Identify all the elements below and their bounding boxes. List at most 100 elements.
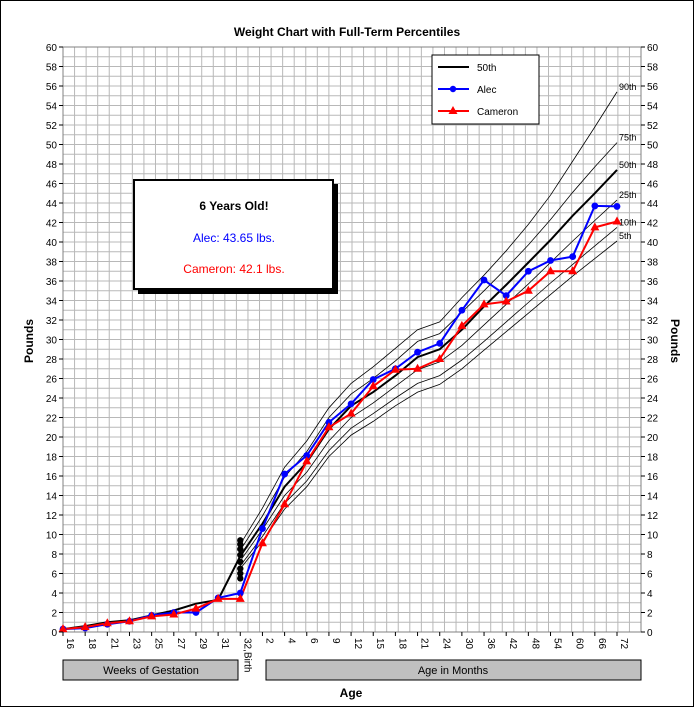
- chart-title: Weight Chart with Full-Term Percentiles: [234, 25, 461, 39]
- point-cameron: [390, 364, 400, 373]
- x-tick-label: 27: [175, 638, 186, 650]
- y-tick-label: 50: [46, 141, 58, 152]
- y-tick-label-right: 30: [647, 336, 659, 347]
- x-tick-label: 9: [330, 638, 341, 644]
- y-tick-label-right: 42: [647, 219, 659, 230]
- series-line-alec: [62, 204, 618, 631]
- y-axis-left: 0246810121416182022242628303234363840424…: [46, 43, 63, 639]
- y-tick-label-right: 0: [647, 628, 653, 639]
- y-tick-label: 60: [46, 43, 58, 54]
- birth-dot: [237, 565, 244, 572]
- y-tick-label: 6: [51, 570, 57, 581]
- percentile-curve-90th: [239, 91, 618, 545]
- y-tick-label-right: 60: [647, 43, 659, 54]
- percentile-curve-10th: [239, 227, 618, 566]
- point-cameron: [590, 222, 600, 231]
- point-alec: [303, 452, 311, 459]
- y-tick-label-right: 38: [647, 258, 659, 269]
- y-tick-label-right: 34: [647, 297, 659, 308]
- y-tick-label: 8: [51, 550, 57, 561]
- y-tick-label: 44: [46, 199, 58, 210]
- y-tick-label: 54: [46, 102, 58, 113]
- annotation-box: 6 Years Old! Alec: 43.65 lbs. Cameron: 4…: [133, 179, 338, 294]
- point-cameron: [413, 363, 423, 372]
- x-tick-label: 32,Birth: [241, 638, 252, 672]
- x-axis-label: Age: [340, 686, 363, 700]
- y-tick-label-right: 10: [647, 531, 659, 542]
- y-tick-label: 36: [46, 277, 58, 288]
- x-tick-label: 24: [441, 638, 452, 650]
- point-alec: [524, 267, 532, 275]
- group-label-box-gestation: [62, 659, 239, 681]
- y-tick-label: 22: [46, 414, 58, 425]
- group-label-gestation: Weeks of Gestation: [103, 665, 199, 677]
- y-tick-label-right: 52: [647, 121, 659, 132]
- x-tick-label: 36: [485, 638, 496, 650]
- y-tick-label-right: 28: [647, 355, 659, 366]
- point-cameron: [257, 538, 267, 547]
- point-cameron: [568, 266, 578, 275]
- x-tick-label: 12: [352, 638, 363, 650]
- x-tick-label: 21: [419, 638, 430, 650]
- y-tick-label: 38: [46, 258, 58, 269]
- x-tick-label: 21: [108, 638, 119, 650]
- x-axis: 16 18 21 23 25 27 29 31 32,Birth 2 4 6 9 12 15 18 21 24 30…: [62, 632, 629, 672]
- point-alec: [281, 470, 288, 478]
- x-tick-label: 6: [308, 638, 319, 644]
- y-tick-label: 2: [51, 609, 57, 620]
- percentile-label-90th: 90th: [619, 82, 637, 92]
- point-alec: [259, 525, 266, 533]
- point-cameron: [479, 299, 489, 308]
- point-alec: [613, 203, 621, 210]
- point-cameron: [280, 499, 290, 508]
- x-tick-label: 31: [219, 638, 230, 650]
- point-alec: [569, 253, 577, 261]
- group-label-box-months: [265, 659, 642, 681]
- x-tick-label: 72: [618, 638, 629, 650]
- x-tick-label: 4: [286, 638, 297, 644]
- x-tick-label: 2: [263, 638, 274, 644]
- percentile-label-5th: 5th: [619, 231, 632, 241]
- point-cameron: [191, 603, 201, 612]
- point-cameron: [235, 593, 245, 602]
- y-tick-label-right: 20: [647, 433, 659, 444]
- x-tick-label: 25: [153, 638, 164, 650]
- y-tick-label-right: 46: [647, 180, 659, 191]
- y-tick-label-right: 26: [647, 375, 659, 386]
- x-tick-label: 18: [86, 638, 97, 650]
- series-markers: [58, 202, 622, 633]
- y-tick-label: 48: [46, 160, 58, 171]
- y-tick-label: 46: [46, 180, 58, 191]
- y-tick-label-right: 18: [647, 453, 659, 464]
- y-tick-label-right: 14: [647, 492, 659, 503]
- y-tick-label: 20: [46, 433, 58, 444]
- x-tick-label: 23: [130, 638, 141, 650]
- point-alec: [502, 292, 510, 300]
- percentile-labels: 90th 75th 50th 25th 10th 5th: [619, 82, 637, 241]
- point-cameron: [147, 611, 157, 620]
- y-tick-label: 30: [46, 336, 58, 347]
- birth-dot: [237, 545, 244, 553]
- y-tick-label: 10: [46, 531, 58, 542]
- y-tick-label: 18: [46, 453, 58, 464]
- point-cameron: [435, 354, 445, 362]
- point-alec: [458, 306, 466, 314]
- x-tick-label: 18: [396, 638, 407, 650]
- legend-label-50th: 50th: [477, 63, 496, 74]
- point-alec: [414, 348, 421, 356]
- birth-dot: [237, 537, 244, 544]
- point-cameron: [368, 381, 378, 390]
- x-tick-label: 16: [64, 638, 75, 650]
- birth-dot: [237, 558, 244, 565]
- x-tick-label: 30: [463, 638, 474, 650]
- y-tick-label: 52: [46, 121, 58, 132]
- y-tick-label: 0: [51, 628, 57, 639]
- y-axis-label-left: Pounds: [22, 319, 36, 363]
- point-cameron: [102, 618, 112, 627]
- legend-marker-alec: [449, 85, 457, 93]
- x-tick-label: 15: [374, 638, 385, 650]
- y-axis-label-right: Pounds: [668, 319, 682, 363]
- y-tick-label-right: 24: [647, 394, 659, 405]
